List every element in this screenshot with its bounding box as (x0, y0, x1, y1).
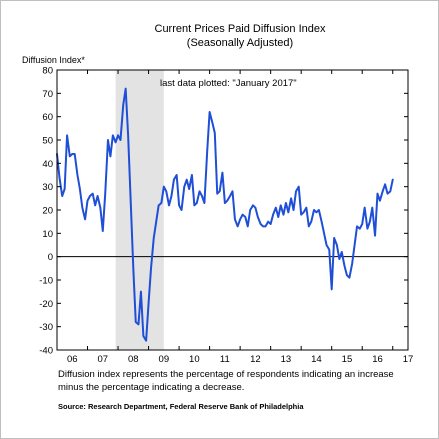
x-tick-label: 07 (97, 354, 108, 365)
y-tick-label: 20 (42, 206, 53, 217)
y-tick-label: 70 (42, 89, 53, 100)
y-axis-label: Diffusion Index* (22, 55, 85, 65)
chart-source: Source: Research Department, Federal Res… (58, 402, 304, 411)
plot-border (56, 69, 409, 351)
y-tick-label: 50 (42, 136, 53, 147)
y-tick-label: 30 (42, 182, 53, 193)
chart-title-block: Current Prices Paid Diffusion Index (Sea… (130, 22, 350, 50)
x-tick-label: 06 (67, 354, 78, 365)
y-tick-label: 80 (42, 66, 53, 77)
chart-caption: Diffusion index represents the percentag… (58, 369, 394, 393)
series-line (56, 87, 394, 342)
y-tick-label: -10 (39, 276, 53, 287)
x-tick-label: 16 (372, 354, 383, 365)
y-tick-label: 0 (48, 252, 53, 263)
y-tick-label: 40 (42, 159, 53, 170)
x-tick-label: 15 (342, 354, 353, 365)
chart-subtitle: (Seasonally Adjusted) (186, 37, 294, 49)
x-tick-label: 11 (220, 354, 230, 365)
y-tick-label: 60 (42, 112, 53, 123)
x-tick-label: 17 (403, 354, 414, 365)
y-tick-label: -40 (39, 346, 53, 357)
x-tick-label: 13 (281, 354, 292, 365)
y-tick-label: 10 (42, 229, 53, 240)
x-tick-label: 09 (159, 354, 170, 365)
x-tick-label: 12 (250, 354, 261, 365)
x-tick-label: 08 (128, 354, 139, 365)
x-tick-label: 10 (189, 354, 200, 365)
chart-title: Current Prices Paid Diffusion Index (154, 23, 326, 35)
y-tick-label: -30 (39, 322, 53, 333)
y-tick-label: -20 (39, 299, 53, 310)
last-data-annotation: last data plotted: "January 2017" (160, 78, 297, 89)
x-tick-label: 14 (311, 354, 322, 365)
